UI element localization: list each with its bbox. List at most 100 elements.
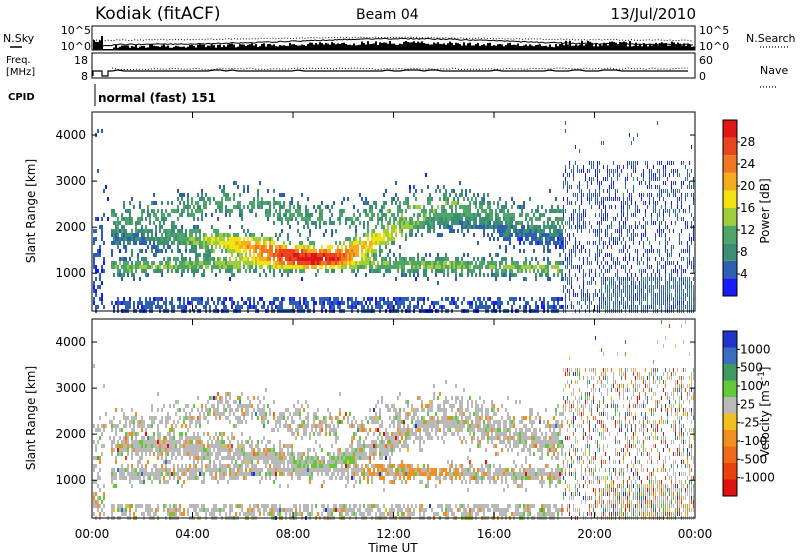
heatmap-cell bbox=[689, 209, 690, 213]
heatmap-cell bbox=[93, 285, 95, 289]
heatmap-cell bbox=[99, 496, 101, 500]
heatmap-cell bbox=[575, 245, 576, 249]
heatmap-cell bbox=[145, 257, 147, 261]
heatmap-cell bbox=[573, 213, 574, 217]
heatmap-cell bbox=[593, 297, 594, 301]
heatmap-cell bbox=[421, 221, 423, 225]
heatmap-cell bbox=[521, 205, 523, 209]
heatmap-cell bbox=[157, 241, 159, 245]
heatmap-cell bbox=[355, 261, 357, 265]
heatmap-cell bbox=[477, 209, 479, 213]
heatmap-cell bbox=[167, 452, 169, 456]
heatmap-cell bbox=[415, 221, 417, 225]
heatmap-cell bbox=[285, 269, 287, 273]
heatmap-cell bbox=[357, 249, 359, 253]
heatmap-cell bbox=[95, 277, 97, 281]
heatmap-cell bbox=[687, 265, 688, 269]
noise-bar bbox=[187, 46, 189, 50]
noise-bar bbox=[405, 41, 407, 50]
heatmap-cell bbox=[681, 269, 682, 273]
heatmap-cell bbox=[627, 205, 628, 209]
heatmap-cell bbox=[675, 221, 676, 225]
heatmap-cell bbox=[611, 265, 612, 269]
heatmap-cell bbox=[437, 281, 439, 285]
heatmap-cell bbox=[301, 265, 303, 269]
heatmap-cell bbox=[155, 416, 157, 420]
heatmap-cell bbox=[237, 265, 239, 269]
heatmap-cell bbox=[625, 185, 626, 189]
heatmap-cell bbox=[111, 265, 113, 269]
heatmap-cell bbox=[631, 213, 632, 217]
heatmap-cell bbox=[639, 241, 640, 245]
heatmap-cell bbox=[341, 245, 343, 249]
heatmap-cell bbox=[321, 201, 323, 205]
heatmap-cell bbox=[113, 233, 115, 237]
heatmap-cell bbox=[651, 185, 652, 189]
heatmap-cell bbox=[611, 233, 612, 237]
heatmap-cell bbox=[399, 301, 401, 305]
heatmap-cell bbox=[547, 305, 549, 309]
heatmap-cell bbox=[95, 293, 97, 297]
heatmap-cell bbox=[441, 213, 443, 217]
heatmap-cell bbox=[643, 261, 644, 265]
heatmap-cell bbox=[633, 305, 634, 309]
heatmap-cell bbox=[541, 265, 543, 269]
heatmap-cell bbox=[579, 189, 580, 193]
heatmap-cell bbox=[199, 233, 201, 237]
heatmap-cell bbox=[321, 261, 323, 265]
heatmap-cell bbox=[307, 301, 309, 305]
heatmap-cell bbox=[119, 472, 121, 476]
heatmap-cell bbox=[141, 464, 143, 468]
heatmap-cell bbox=[441, 297, 443, 301]
noise-bar bbox=[203, 44, 205, 50]
heatmap-cell bbox=[665, 201, 666, 205]
noise-bar bbox=[125, 45, 127, 50]
heatmap-cell bbox=[121, 472, 123, 476]
noise-bar bbox=[161, 45, 163, 50]
heatmap-cell bbox=[601, 201, 602, 205]
heatmap-cell bbox=[397, 297, 399, 301]
heatmap-cell bbox=[597, 177, 598, 181]
heatmap-cell bbox=[497, 217, 499, 221]
heatmap-cell bbox=[409, 189, 411, 193]
heatmap-cell bbox=[161, 241, 163, 245]
heatmap-cell bbox=[497, 229, 499, 233]
heatmap-cell bbox=[195, 209, 197, 213]
heatmap-cell bbox=[653, 221, 654, 225]
heatmap-cell bbox=[139, 440, 141, 444]
heatmap-cell bbox=[117, 444, 119, 448]
heatmap-cell bbox=[309, 245, 311, 249]
noise-bar bbox=[499, 44, 501, 50]
heatmap-cell bbox=[165, 217, 167, 221]
heatmap-cell bbox=[169, 444, 171, 448]
heatmap-cell bbox=[467, 269, 469, 273]
heatmap-cell bbox=[103, 504, 105, 508]
heatmap-cell bbox=[665, 269, 666, 273]
heatmap-cell bbox=[223, 193, 225, 197]
heatmap-cell bbox=[417, 225, 419, 229]
heatmap-cell bbox=[229, 245, 231, 249]
heatmap-cell bbox=[639, 193, 640, 197]
heatmap-cell bbox=[259, 205, 261, 209]
heatmap-cell bbox=[253, 249, 255, 253]
heatmap-cell bbox=[343, 197, 345, 201]
heatmap-cell bbox=[305, 221, 307, 225]
heatmap-cell bbox=[393, 225, 395, 229]
heatmap-cell bbox=[383, 265, 385, 269]
heatmap-cell bbox=[483, 261, 485, 265]
heatmap-cell bbox=[101, 129, 103, 133]
heatmap-cell bbox=[221, 249, 223, 253]
heatmap-cell bbox=[613, 301, 614, 305]
heatmap-cell bbox=[623, 225, 624, 229]
heatmap-cell bbox=[401, 261, 403, 265]
heatmap-cell bbox=[235, 257, 237, 261]
heatmap-cell bbox=[117, 229, 119, 233]
heatmap-cell bbox=[355, 245, 357, 249]
heatmap-cell bbox=[667, 257, 668, 261]
noise-bar bbox=[597, 46, 599, 50]
heatmap-cell bbox=[409, 269, 411, 273]
heatmap-cell bbox=[375, 237, 377, 241]
heatmap-cell bbox=[363, 245, 365, 249]
heatmap-cell bbox=[133, 305, 135, 309]
heatmap-cell bbox=[389, 305, 391, 309]
